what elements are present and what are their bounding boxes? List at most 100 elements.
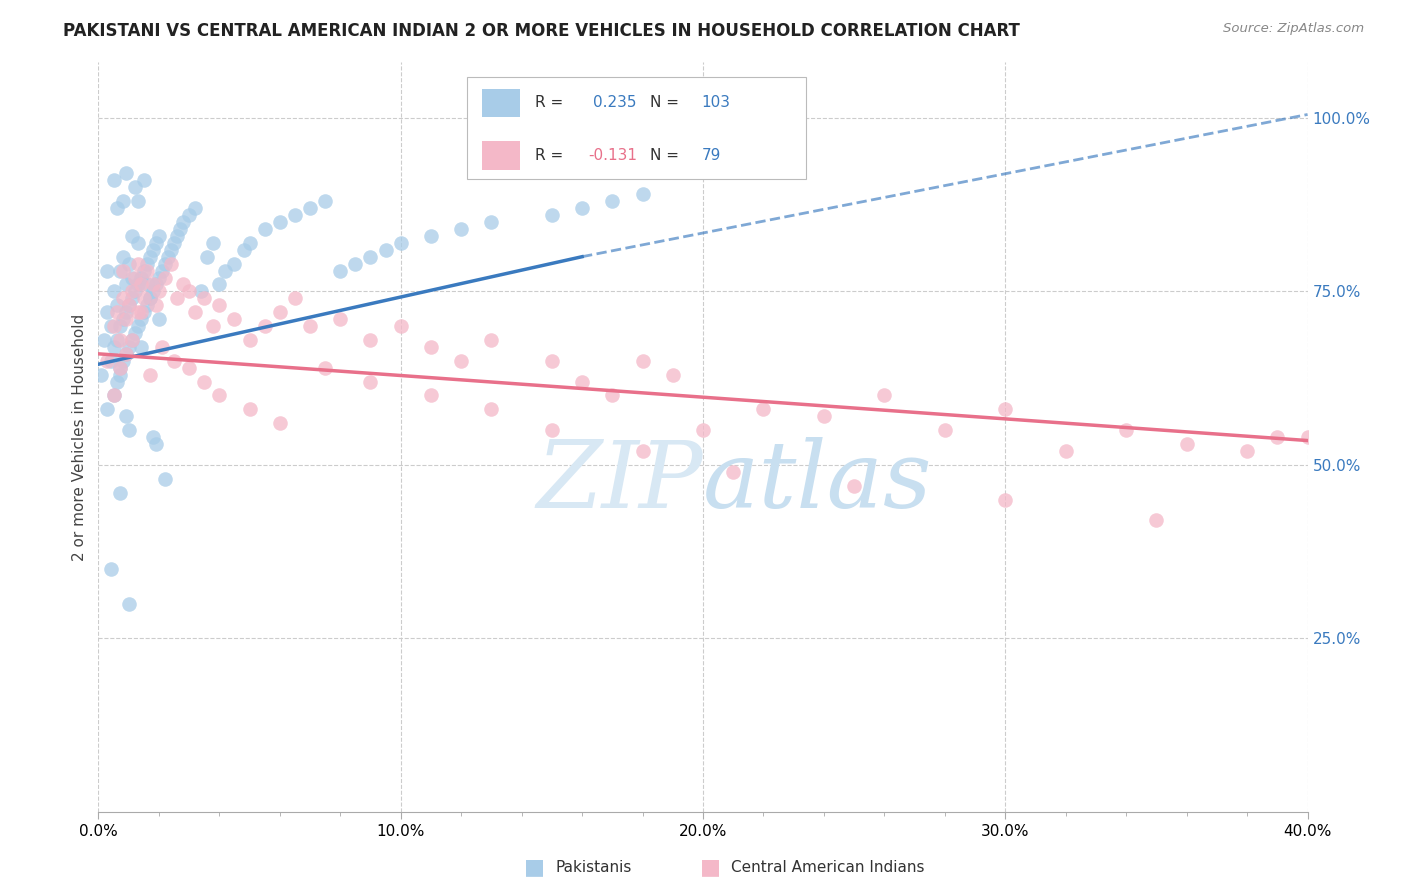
Point <box>389 319 412 334</box>
Point <box>139 291 162 305</box>
Point <box>1054 444 1077 458</box>
Point <box>540 353 562 368</box>
Point <box>111 194 134 209</box>
Point <box>844 478 866 492</box>
Point <box>100 562 122 576</box>
Point <box>105 305 128 319</box>
Point <box>127 194 149 209</box>
Point <box>150 340 173 354</box>
Point <box>571 375 593 389</box>
Point <box>114 409 136 424</box>
Point <box>129 277 152 292</box>
Point <box>314 194 336 209</box>
Point <box>129 270 152 285</box>
Point <box>232 243 254 257</box>
Point <box>631 187 654 202</box>
Point <box>100 319 122 334</box>
Point <box>239 235 262 250</box>
Point <box>239 402 262 417</box>
Point <box>105 201 128 215</box>
Point <box>148 270 170 285</box>
Point <box>994 492 1017 507</box>
Point <box>481 215 503 229</box>
Point <box>135 257 157 271</box>
Point <box>450 353 472 368</box>
Point <box>540 208 562 222</box>
Text: -0.131: -0.131 <box>588 148 637 163</box>
Point <box>132 305 155 319</box>
Point <box>269 215 291 229</box>
Point <box>93 333 115 347</box>
Point <box>344 257 367 271</box>
Point <box>208 298 231 312</box>
Point <box>202 319 225 334</box>
Point <box>142 285 165 299</box>
Point <box>114 277 136 292</box>
Text: 79: 79 <box>702 148 721 163</box>
Point <box>103 340 125 354</box>
Point <box>142 243 165 257</box>
Point <box>114 347 136 361</box>
Point <box>1296 430 1319 444</box>
Point <box>873 388 896 402</box>
Point <box>934 423 956 437</box>
Point <box>195 250 218 264</box>
Point <box>269 416 291 430</box>
Point <box>127 305 149 319</box>
Point <box>208 277 231 292</box>
Point <box>114 347 136 361</box>
Point <box>108 368 131 382</box>
Point <box>139 291 162 305</box>
Point <box>253 222 276 236</box>
Text: Pakistanis: Pakistanis <box>555 860 631 874</box>
Text: ■: ■ <box>700 857 720 877</box>
Point <box>160 243 183 257</box>
Point <box>148 285 170 299</box>
Point <box>118 298 141 312</box>
Point <box>142 430 165 444</box>
Point <box>360 250 382 264</box>
Text: 0.235: 0.235 <box>593 95 637 111</box>
Point <box>813 409 835 424</box>
Y-axis label: 2 or more Vehicles in Household: 2 or more Vehicles in Household <box>72 313 87 561</box>
Point <box>127 235 149 250</box>
Point <box>602 194 624 209</box>
Point <box>153 270 176 285</box>
Point <box>208 388 231 402</box>
Point <box>184 305 207 319</box>
Point <box>190 285 212 299</box>
Point <box>193 375 215 389</box>
Point <box>121 291 143 305</box>
Point <box>111 263 134 277</box>
Point <box>148 228 170 243</box>
Point <box>145 298 167 312</box>
Point <box>145 235 167 250</box>
Point <box>420 228 443 243</box>
Point <box>124 270 146 285</box>
Point <box>163 353 186 368</box>
Point <box>96 353 118 368</box>
Point <box>374 243 396 257</box>
Point <box>169 222 191 236</box>
Point <box>602 388 624 402</box>
Point <box>224 257 246 271</box>
Point <box>179 285 201 299</box>
Point <box>139 368 162 382</box>
Point <box>1144 513 1167 527</box>
Point <box>129 305 152 319</box>
Point <box>299 319 322 334</box>
Point <box>202 235 225 250</box>
Point <box>127 257 149 271</box>
Point <box>111 312 134 326</box>
Point <box>103 388 125 402</box>
Point <box>172 277 194 292</box>
Point <box>239 333 262 347</box>
Point <box>121 270 143 285</box>
Point <box>135 263 157 277</box>
Point <box>284 208 307 222</box>
Point <box>114 305 136 319</box>
Text: N =: N = <box>650 95 683 111</box>
Point <box>132 263 155 277</box>
Point <box>132 173 155 187</box>
Point <box>118 340 141 354</box>
